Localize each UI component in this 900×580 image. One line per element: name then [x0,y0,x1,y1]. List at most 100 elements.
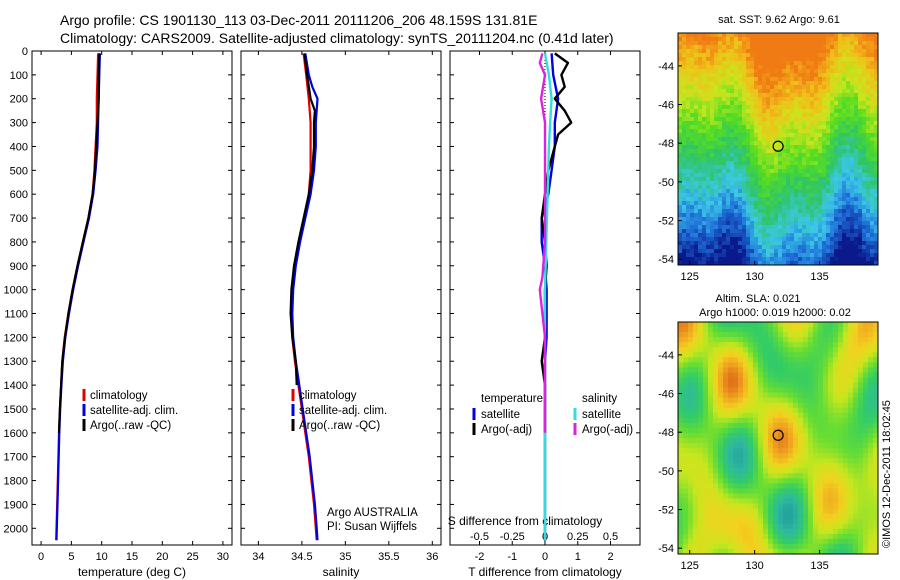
sst_map-cell [830,117,835,122]
sla_map-cell [698,503,704,510]
sst_map-cell [714,209,719,214]
sst_map-cell [754,181,759,186]
sst_map-cell [726,33,731,38]
differences-x-tick-label: -2 [475,551,485,563]
sst_map-cell [874,189,879,194]
sla_map-cell [718,417,724,424]
sla_map-cell [868,548,874,555]
sla_map-cell [848,412,854,419]
sst_map-cell [730,121,735,126]
sst_map-cell [830,257,835,262]
sst_map-cell [786,185,791,190]
sst_map-cell [758,97,763,102]
sla_map-cell [748,352,754,358]
sla_map-cell [838,468,844,474]
sst_map-cell [798,225,803,230]
sst_map-cell [782,101,787,106]
sst_map-cell [678,37,683,42]
depth-tick-label: 900 [10,261,28,273]
sst_map-cell [874,193,879,198]
sst_map-cell [794,57,799,62]
sst_map-cell [866,261,871,266]
sla_map-cell [858,513,864,520]
sla_map-cell [683,427,689,434]
sst_map-cell [822,81,827,86]
sst_map-cell [866,77,871,82]
sst_map-cell [862,181,867,186]
sla_map-cell [708,357,714,363]
sst_map-cell [774,241,779,246]
sst_map-cell [830,181,835,186]
sst_map-cell [798,141,803,146]
sst_map-cell [690,229,695,234]
sst_map-cell [798,81,803,86]
sst_map-cell [798,89,803,94]
sst_map-cell [710,221,715,226]
sst_map-cell [722,97,727,102]
sla_map-field [678,322,879,555]
sst_map-cell [790,53,795,58]
sst_map-cell [742,41,747,46]
sst_map-cell [722,169,727,174]
sst_map-cell [786,77,791,82]
sst_map-cell [774,117,779,122]
sst_map-cell [818,129,823,134]
sst_map-cell [766,93,771,98]
sst_map-cell [870,209,875,214]
sst_map-cell [690,253,695,258]
sla_map-cell [723,473,729,479]
sst_map-cell [810,133,815,138]
sst_map-cell [838,221,843,226]
sla_map-cell [753,387,759,394]
sla_map-cell [828,493,834,499]
sst_map-cell [710,217,715,222]
sst_map-cell [782,149,787,154]
sla_map-cell [763,332,769,338]
sla_map-cell [798,528,804,535]
sst_map-cell [682,137,687,142]
sst_map-cell [846,93,851,98]
sst_map-cell [726,85,731,90]
sla_map-cell [753,468,759,474]
sst_map-cell [722,129,727,134]
sst_map-cell [822,181,827,186]
sst_map-cell [790,193,795,198]
sla_map-cell [728,412,734,419]
sst_map-cell [822,101,827,106]
sst_map-cell [826,253,831,258]
sst_map-cell [686,185,691,190]
sst_map-cell [782,121,787,126]
sla_map-cell [798,503,804,510]
sst_map-cell [706,45,711,50]
sst_map-cell [866,65,871,70]
sst_map-cell [714,233,719,238]
sst_map-cell [698,49,703,54]
sst_map-cell [822,205,827,210]
sst_map-cell [690,57,695,62]
sla_map-cell [773,463,779,469]
sla_map-cell [723,387,729,394]
sst_map-cell [794,149,799,154]
sla_map-cell [818,372,824,378]
sla_map-cell [773,443,779,449]
sla_map-cell [788,362,794,368]
sst_map-cell [854,253,859,258]
sla_map-cell [823,483,829,489]
sla_map-cell [833,543,839,550]
sla_map-cell [733,538,739,545]
sst_map-cell [742,205,747,210]
sst_map-cell [682,225,687,230]
sla_map-cell [753,523,759,530]
sst_map-cell [758,49,763,54]
sla_map-cell [758,357,764,363]
sla_map-cell [778,362,784,368]
sla_map-cell [698,377,704,383]
sst_map-cell [686,41,691,46]
sla_map-cell [763,352,769,358]
sst_map-cell [690,209,695,214]
sst_map-cell [766,141,771,146]
sst_map-cell [846,249,851,254]
sst_map-cell [790,181,795,186]
sst_map-cell [682,105,687,110]
sst_map-cell [822,53,827,58]
